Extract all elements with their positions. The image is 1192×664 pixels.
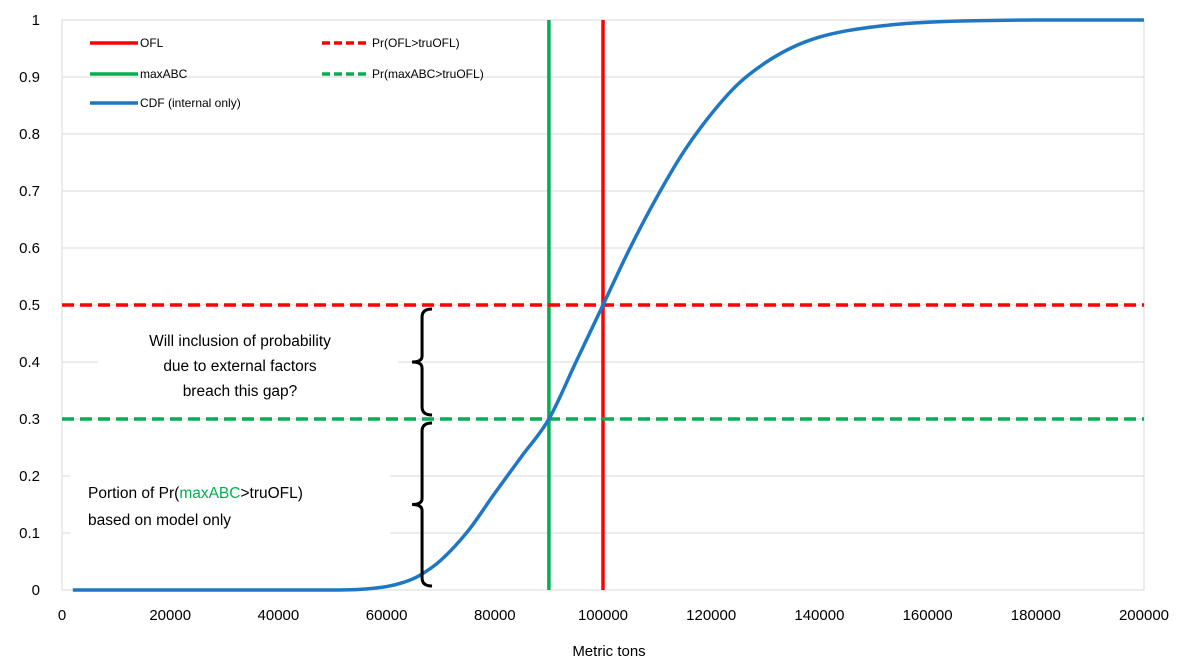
- x-tick-label: 140000: [794, 607, 844, 624]
- y-tick-label: 0.7: [19, 183, 40, 200]
- y-tick-label: 0.6: [19, 240, 40, 257]
- x-tick-label: 200000: [1119, 607, 1169, 624]
- gap-question-line: due to external factors: [163, 358, 317, 375]
- annotations: Will inclusion of probability due to exte…: [70, 307, 433, 588]
- legend-label: CDF (internal only): [140, 96, 241, 110]
- model-portion-box: [70, 456, 390, 544]
- x-tick-label: 0: [58, 607, 66, 624]
- cdf-line: [72, 18, 1144, 592]
- y-tick-label: 0.8: [19, 126, 40, 143]
- y-tick-label: 0.9: [19, 69, 40, 86]
- model-portion-line: based on model only: [88, 512, 231, 529]
- model-portion-segment: >truOFL): [240, 485, 302, 502]
- x-tick-label: 100000: [578, 607, 628, 624]
- model-portion-brace: [412, 421, 433, 588]
- legend-label: Pr(OFL>truOFL): [372, 36, 460, 50]
- y-tick-label: 0.3: [19, 411, 40, 428]
- axes: 0 0.1 0.2 0.3 0.4 0.5 0.6 0.7 0.8 0.9 1 0 20000 40000…: [19, 12, 1169, 624]
- x-axis-title: Metric tons: [572, 643, 645, 660]
- y-tick-label: 1: [32, 12, 40, 29]
- x-tick-label: 120000: [686, 607, 736, 624]
- y-tick-label: 0: [32, 582, 40, 599]
- y-tick-label: 0.1: [19, 525, 40, 542]
- model-portion-segment: maxABC: [179, 485, 240, 502]
- gap-question-box: [98, 318, 398, 414]
- model-portion-segment: based on model only: [88, 512, 231, 529]
- y-tick-label: 0.5: [19, 297, 40, 314]
- legend: OFL Pr(OFL>truOFL) maxABC Pr(maxABC>truOFL)…: [90, 36, 484, 110]
- x-tick-label: 20000: [149, 607, 191, 624]
- gap-question-line: Will inclusion of probability: [149, 333, 331, 350]
- gap-question-line: breach this gap?: [183, 383, 298, 400]
- x-tick-label: 40000: [258, 607, 300, 624]
- cdf-series: [72, 18, 1144, 592]
- y-tick-label: 0.4: [19, 354, 40, 371]
- gap-question-brace: [412, 307, 433, 417]
- x-tick-label: 80000: [474, 607, 516, 624]
- x-tick-label: 160000: [903, 607, 953, 624]
- legend-label: maxABC: [140, 67, 188, 81]
- y-tick-label: 0.2: [19, 468, 40, 485]
- model-portion-line: Portion of Pr(maxABC>truOFL): [88, 485, 303, 502]
- legend-label: OFL: [140, 36, 164, 50]
- legend-label: Pr(maxABC>truOFL): [372, 67, 484, 81]
- x-tick-label: 180000: [1011, 607, 1061, 624]
- model-portion-segment: Portion of Pr(: [88, 485, 180, 502]
- x-tick-label: 60000: [366, 607, 408, 624]
